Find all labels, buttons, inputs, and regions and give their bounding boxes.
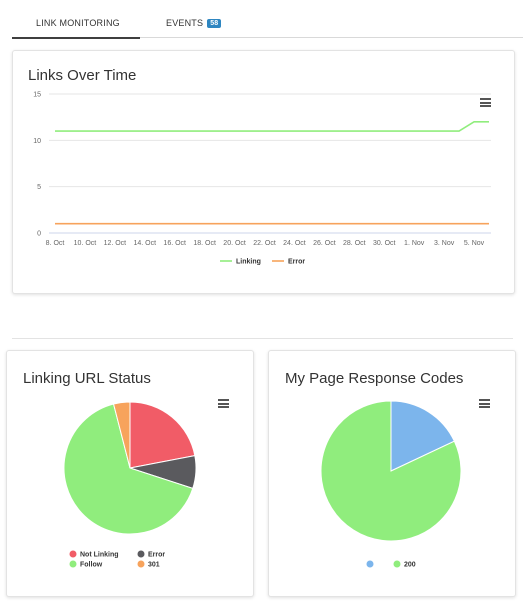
legend-item-error[interactable]: Error — [288, 259, 305, 266]
y-tick-label: 15 — [33, 92, 41, 99]
x-tick-label: 1. Nov — [404, 240, 425, 247]
page-response-codes-chart: 200 — [320, 400, 462, 569]
legend-item-follow[interactable]: Follow — [80, 562, 103, 569]
linking-url-status-chart: Not Linking Error Follow 301 — [63, 401, 197, 569]
pie-slice-301[interactable] — [112, 401, 131, 469]
legend-item-301[interactable]: 301 — [148, 562, 160, 569]
legend-marker — [137, 560, 145, 568]
tab-bar-divider — [12, 37, 523, 38]
events-count-badge: 58 — [207, 19, 222, 28]
links-over-time-chart: 0 5 10 15 8. Oct 10. Oct 12. Oct 14. Oct 16. Oct… — [33, 92, 491, 266]
pie-slice-not-linking[interactable] — [129, 401, 196, 469]
x-tick-label: 22. Oct — [253, 240, 276, 247]
x-tick-label: 26. Oct — [313, 240, 336, 247]
legend-marker — [366, 560, 374, 568]
linking-url-status-card: Linking URL Status Not Linking Error Follo… — [6, 350, 254, 597]
hamburger-menu-icon[interactable] — [218, 399, 229, 408]
y-tick-label: 0 — [37, 231, 41, 238]
legend-marker — [69, 550, 77, 558]
links-over-time-card: Links Over Time 0 5 10 15 8. Oct 10. Oct 12. O… — [12, 50, 515, 294]
page-response-codes-title: My Page Response Codes — [285, 370, 464, 387]
legend-marker — [69, 560, 77, 568]
x-tick-label: 8. Oct — [46, 240, 65, 247]
x-tick-label: 14. Oct — [134, 240, 157, 247]
x-tick-label: 3. Nov — [434, 240, 455, 247]
section-divider — [12, 338, 513, 339]
x-tick-label: 28. Oct — [343, 240, 366, 247]
x-tick-label: 20. Oct — [223, 240, 246, 247]
pie-slice-follow[interactable] — [63, 403, 194, 535]
pie-slice-200[interactable] — [320, 400, 462, 542]
x-tick-label: 16. Oct — [163, 240, 186, 247]
page-response-codes-card: My Page Response Codes 200 — [268, 350, 516, 597]
links-over-time-title: Links Over Time — [28, 67, 137, 84]
y-tick-label: 10 — [33, 138, 41, 145]
x-tick-label: 5. Nov — [464, 240, 485, 247]
series-line-linking[interactable] — [55, 121, 489, 132]
linking-url-status-title: Linking URL Status — [23, 370, 151, 387]
tab-events[interactable]: EVENTS 58 — [166, 18, 222, 28]
x-tick-label: 10. Oct — [74, 240, 97, 247]
tab-bar: LINK MONITORING EVENTS 58 — [0, 0, 523, 40]
y-tick-label: 5 — [37, 184, 41, 191]
x-tick-label: 12. Oct — [104, 240, 127, 247]
tab-events-label: EVENTS — [166, 18, 204, 28]
hamburger-menu-icon[interactable] — [479, 399, 490, 408]
x-tick-label: 30. Oct — [373, 240, 396, 247]
legend-item-linking[interactable]: Linking — [236, 259, 261, 266]
legend-item-not-linking[interactable]: Not Linking — [80, 552, 119, 559]
x-tick-label: 18. Oct — [193, 240, 216, 247]
tab-link-monitoring-label: LINK MONITORING — [36, 18, 120, 28]
legend-item-error[interactable]: Error — [148, 552, 165, 559]
legend-item-200[interactable]: 200 — [404, 562, 416, 569]
tab-link-monitoring[interactable]: LINK MONITORING — [12, 18, 140, 39]
legend-marker — [137, 550, 145, 558]
hamburger-menu-icon[interactable] — [480, 98, 491, 107]
pie-slice[interactable] — [390, 400, 456, 472]
legend-marker — [393, 560, 401, 568]
x-tick-label: 24. Oct — [283, 240, 306, 247]
